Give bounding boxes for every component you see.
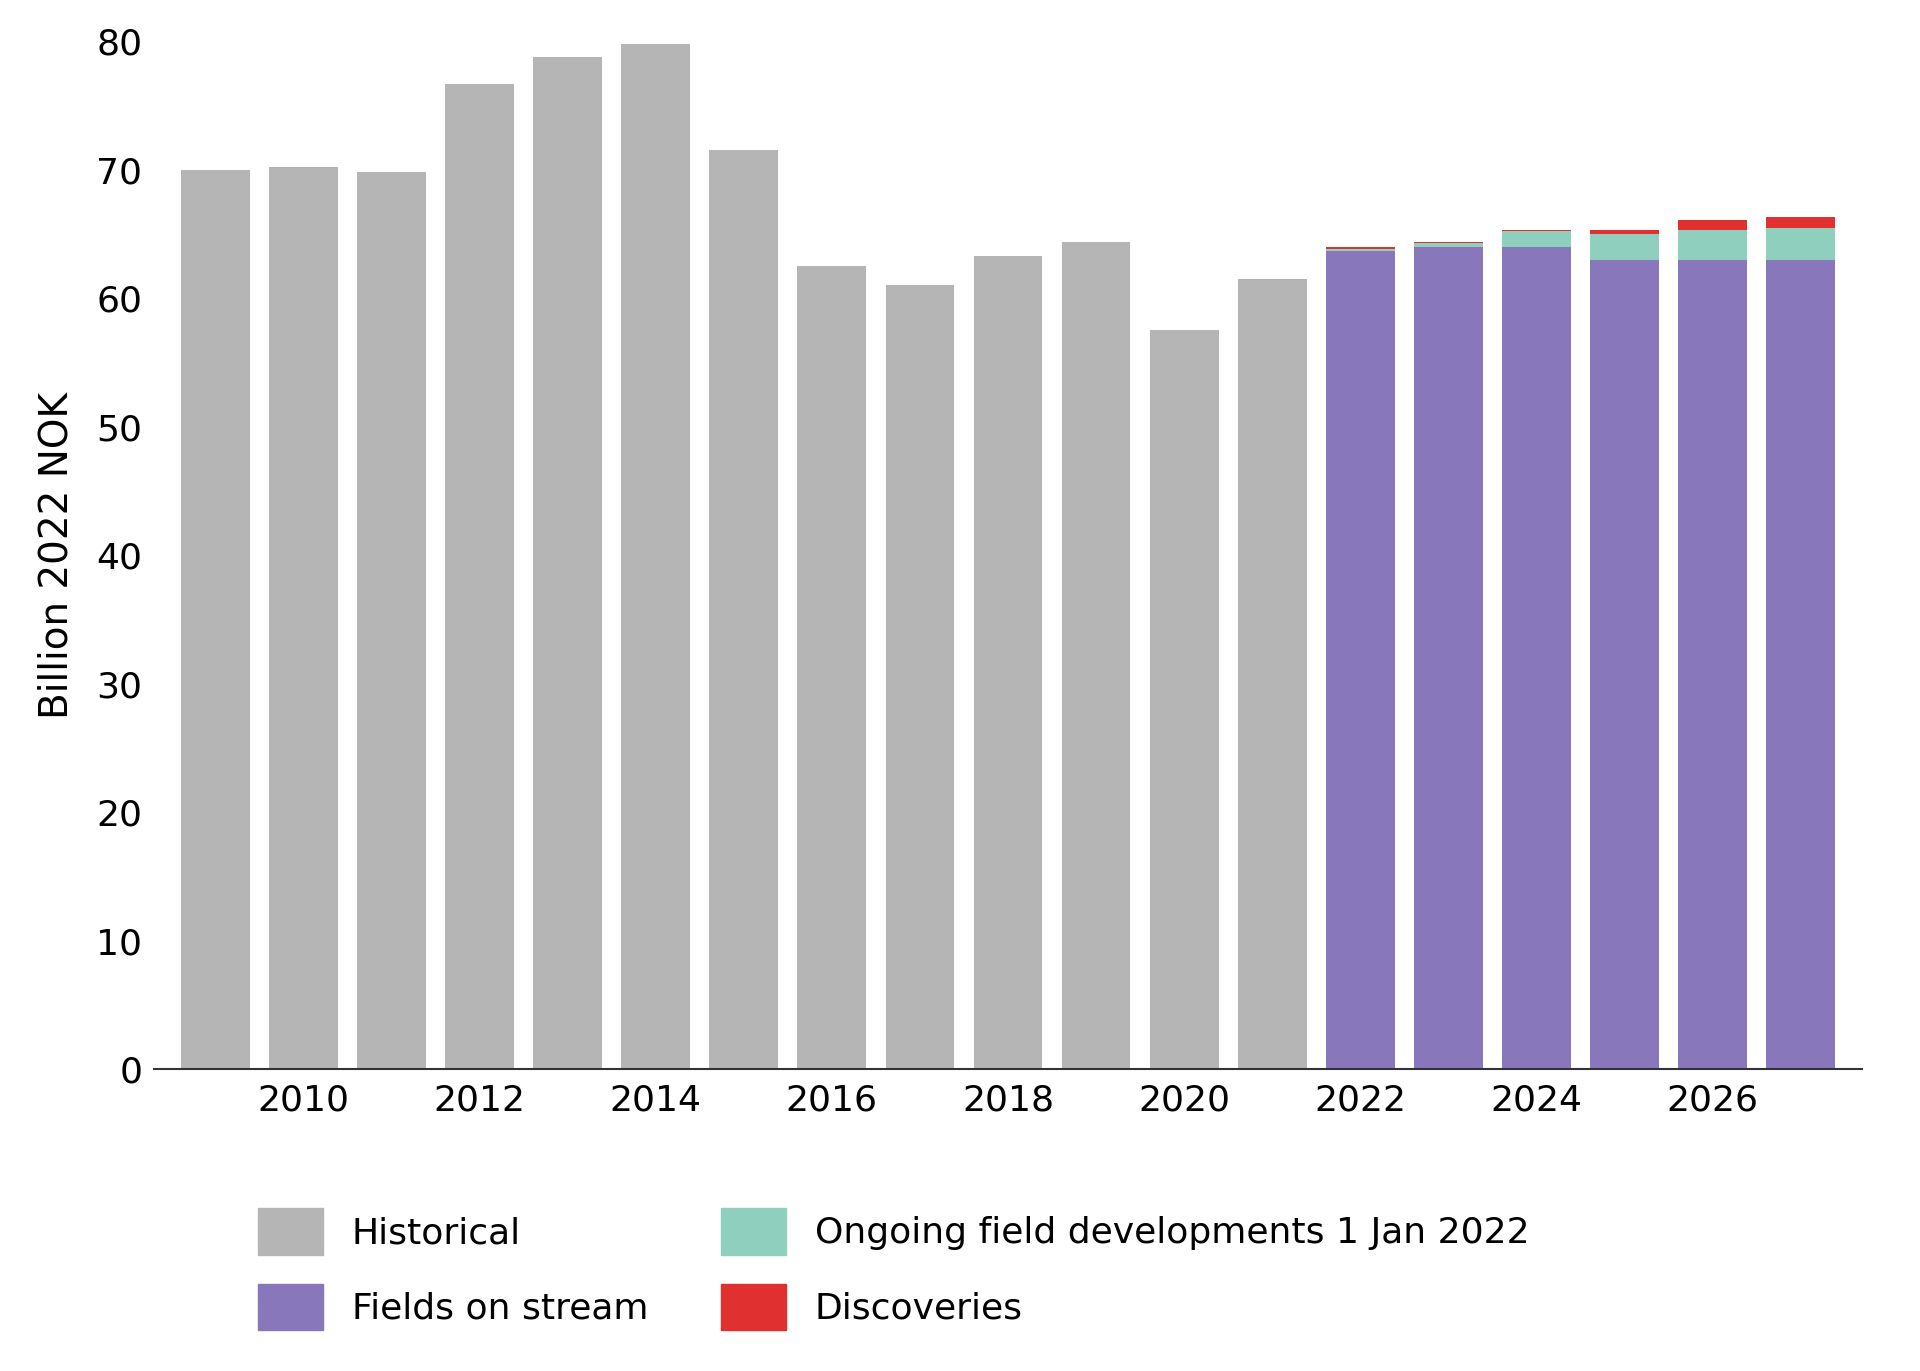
Bar	[357, 173, 426, 1069]
Bar	[622, 44, 689, 1069]
Bar	[973, 256, 1043, 1069]
Bar	[1766, 259, 1836, 1069]
Y-axis label: Billion 2022 NOK: Billion 2022 NOK	[38, 392, 75, 718]
Bar	[445, 84, 515, 1069]
Bar	[1327, 247, 1394, 248]
Bar	[1238, 278, 1308, 1069]
Bar	[708, 151, 778, 1069]
Bar	[1413, 247, 1482, 1069]
Bar	[1678, 259, 1747, 1069]
Bar	[1678, 219, 1747, 230]
Bar	[1678, 230, 1747, 259]
Bar	[1590, 234, 1659, 259]
Bar	[1501, 232, 1571, 247]
Bar	[797, 266, 866, 1069]
Bar	[1327, 251, 1394, 1069]
Legend: Historical, Fields on stream, Ongoing field developments 1 Jan 2022, Discoveries: Historical, Fields on stream, Ongoing fi…	[240, 1190, 1548, 1348]
Bar	[534, 56, 603, 1069]
Bar	[1413, 243, 1482, 247]
Bar	[180, 170, 250, 1069]
Bar	[1590, 230, 1659, 234]
Bar	[1501, 247, 1571, 1069]
Bar	[1766, 228, 1836, 259]
Bar	[1150, 330, 1219, 1069]
Bar	[1327, 248, 1394, 251]
Bar	[269, 167, 338, 1069]
Bar	[1062, 241, 1131, 1069]
Bar	[1766, 217, 1836, 228]
Bar	[885, 285, 954, 1069]
Bar	[1590, 259, 1659, 1069]
